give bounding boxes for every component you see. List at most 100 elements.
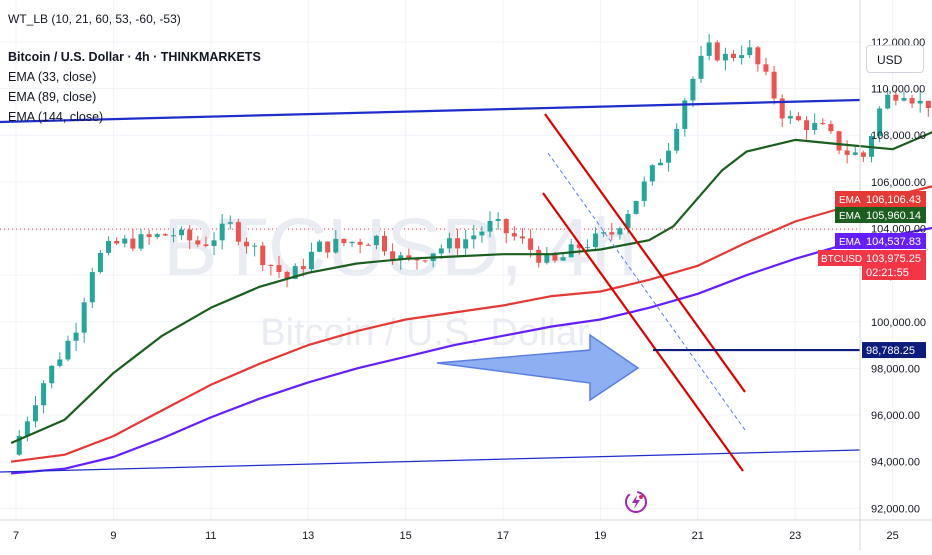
candle-body xyxy=(260,245,266,266)
ema-144-price-label: 104,537.83 xyxy=(866,236,921,248)
candle-body xyxy=(593,233,599,248)
ema-144-legend[interactable]: EMA (144, close) xyxy=(8,110,104,124)
candle-body xyxy=(674,128,680,151)
candle-body xyxy=(357,241,363,245)
candle-body xyxy=(49,365,55,384)
blue-arrow xyxy=(436,333,640,402)
ema-144-tag: EMA xyxy=(839,237,861,248)
channel-midline xyxy=(547,152,746,431)
symbol-title[interactable]: Bitcoin / U.S. Dollar · 4h · THINKMARKET… xyxy=(8,50,261,64)
candle-body xyxy=(885,94,891,109)
candle-body xyxy=(617,228,623,235)
candle-body xyxy=(698,55,704,79)
watermark-symbol: BTCUSD, 4h xyxy=(163,202,637,293)
candle-body xyxy=(706,42,712,56)
candle-body xyxy=(138,234,144,249)
candle-body xyxy=(925,100,931,109)
candle-body xyxy=(365,244,371,246)
candle-body xyxy=(32,405,38,422)
candle-body xyxy=(584,247,590,249)
candle-body xyxy=(666,150,672,163)
candle-body xyxy=(203,244,209,247)
candle-body xyxy=(714,42,720,61)
channel-lower-line xyxy=(542,192,744,472)
candle-body xyxy=(398,255,404,261)
y-tick-label: 110,000.00 xyxy=(871,84,925,96)
candle-body xyxy=(16,436,22,455)
ema-144-price-label-bg xyxy=(862,233,926,249)
candle-body xyxy=(300,266,306,270)
candle-body xyxy=(162,234,168,236)
candle-body xyxy=(755,47,761,65)
candle-body xyxy=(438,248,444,254)
candle-body xyxy=(901,98,907,101)
candle-body xyxy=(649,165,655,182)
candle-body xyxy=(552,253,558,261)
candle-body xyxy=(211,240,217,247)
candle-body xyxy=(820,122,826,125)
watermark-name: Bitcoin / U.S. Dollar xyxy=(260,312,590,354)
candle-body xyxy=(154,234,160,237)
candle-body xyxy=(97,252,103,273)
candle-body xyxy=(568,244,574,258)
x-tick-label: 19 xyxy=(594,530,606,542)
candle-body xyxy=(601,232,607,234)
x-tick-label: 25 xyxy=(886,530,898,542)
candle-body xyxy=(373,235,379,246)
candle-body xyxy=(852,152,858,155)
candle-body xyxy=(381,235,387,252)
candle-body xyxy=(609,232,615,235)
candle-body xyxy=(244,241,250,247)
y-tick-label: 98,000.00 xyxy=(871,363,920,375)
candle-body xyxy=(73,332,79,341)
candle-body xyxy=(195,240,201,245)
y-tick-label: 92,000.00 xyxy=(871,503,920,515)
indicator-legend[interactable]: WT_LB (10, 21, 60, 53, -60, -53) xyxy=(8,12,181,26)
candle-body xyxy=(325,241,331,253)
candle-body xyxy=(276,265,282,272)
candle-body xyxy=(341,238,347,244)
candle-body xyxy=(917,100,923,104)
candle-body xyxy=(317,241,323,252)
ema-33-legend[interactable]: EMA (33, close) xyxy=(8,70,97,84)
ema-33-tag: EMA xyxy=(839,211,861,222)
x-tick-label: 15 xyxy=(399,530,411,542)
candle-body xyxy=(787,116,793,119)
candle-body xyxy=(795,116,801,121)
x-tick-label: 7 xyxy=(13,530,19,542)
ema-89-tag-bg xyxy=(835,191,862,207)
ema-33-price-label-bg xyxy=(862,207,926,223)
candle-body xyxy=(57,359,63,366)
ema-33-price-label: 105,960.14 xyxy=(866,210,921,222)
ema-144-tag-bg xyxy=(835,233,862,249)
y-tick-label: 94,000.00 xyxy=(871,457,920,469)
candle-body xyxy=(739,55,745,59)
candle-body xyxy=(252,245,258,247)
candle-body xyxy=(292,266,298,279)
ema-33-line xyxy=(10,131,932,445)
candle-body xyxy=(24,421,30,437)
candle-body xyxy=(81,302,87,333)
candle-body xyxy=(390,251,396,261)
candle-body xyxy=(235,222,241,242)
candle-body xyxy=(909,98,915,104)
support-level-label: 98,788.25 xyxy=(866,345,915,357)
candle-body xyxy=(268,265,274,267)
btcusd-price-bg xyxy=(862,250,926,280)
ema-89-legend[interactable]: EMA (89, close) xyxy=(8,90,97,104)
candle-body xyxy=(89,272,95,303)
candle-body xyxy=(544,253,550,263)
y-tick-label: 104,000.00 xyxy=(871,224,926,236)
x-tick-label: 23 xyxy=(789,530,801,542)
btcusd-tag-bg xyxy=(818,250,862,266)
candle-body xyxy=(560,257,566,261)
candle-body xyxy=(877,108,883,137)
y-tick-label: 100,000.00 xyxy=(871,317,926,329)
candle-body xyxy=(836,131,842,151)
candle-body xyxy=(812,122,818,131)
lightning-sparkle-icon[interactable] xyxy=(624,490,648,514)
ema-89-price-label-bg xyxy=(862,191,926,207)
currency-button[interactable]: USD xyxy=(866,45,924,73)
